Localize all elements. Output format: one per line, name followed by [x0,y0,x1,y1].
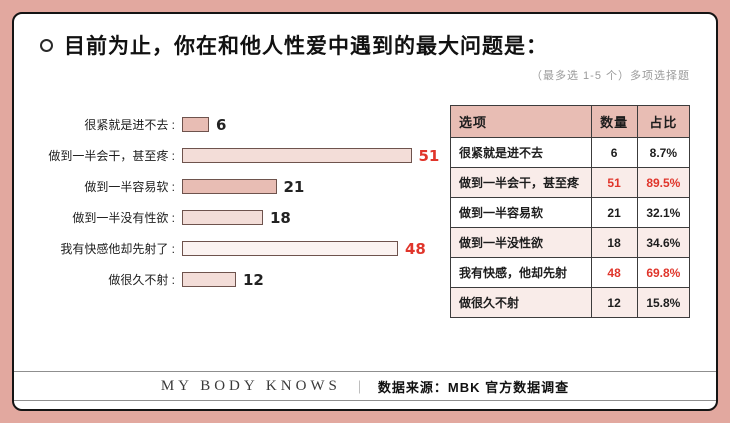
card: 目前为止，你在和他人性爱中遇到的最大问题是： （最多选 1-5 个）多项选择题 … [12,12,718,411]
table-percent-cell: 15.8% [636,287,691,318]
table-count-cell: 21 [590,197,638,228]
bar-track: 6 [182,116,450,134]
circle-bullet-icon [40,38,53,52]
chart-category-label: 很紧就是进不去 : [84,118,175,132]
chart-row: 做到一半没有性欲 : 18 [40,202,450,233]
table-header-cell: 数量 [590,105,638,138]
table-percent-cell: 34.6% [636,227,691,258]
table-header-cell: 选项 [450,105,592,138]
chart-category-label: 做到一半会干，甚至疼 : [48,149,175,163]
chart-bar [182,272,236,287]
chart-value-label: 21 [283,177,305,196]
chart-value-label: 48 [405,239,426,258]
chart-category-label: 我有快感他却先射了 : [60,242,175,256]
chart-bar [182,117,209,132]
table-percent-cell: 69.8% [636,257,691,288]
table-row: 做到一半没性欲 18 34.6% [450,227,691,258]
chart-bar [182,210,263,225]
table-count-cell: 48 [590,257,638,288]
table-count-cell: 12 [590,287,638,318]
footer-separator: ｜ [352,379,366,395]
table-percent-cell: 8.7% [636,137,691,168]
chart-row: 很紧就是进不去 : 6 [40,109,450,140]
table-option-cell: 做到一半没性欲 [450,227,592,258]
chart-value-label: 12 [243,270,264,289]
chart-value-label: 6 [216,115,227,134]
table-row: 做到一半会干，甚至疼 51 89.5% [450,167,691,198]
table-row: 做很久不射 12 15.8% [450,287,691,318]
bar-track: 48 [182,240,450,258]
subtitle: （最多选 1-5 个）多项选择题 [530,70,690,82]
table-header-row: 选项 数量 占比 [450,105,691,138]
table-count-cell: 51 [590,167,638,198]
chart-category-label: 做很久不射 : [108,273,175,287]
content: 很紧就是进不去 :6 做到一半会干，甚至疼 :51 做到一半容易软 :21 做到一半没… [40,105,691,318]
table-body: 很紧就是进不去 6 8.7% 做到一半会干，甚至疼 51 89.5% 做到一半容易软 21 32… [450,137,691,318]
bar-track: 51 [182,147,450,165]
table-head: 选项 数量 占比 [450,105,691,138]
header: 目前为止，你在和他人性爱中遇到的最大问题是： [40,30,690,60]
bar-chart: 很紧就是进不去 : 6 做到一半会干，甚至疼 : 51 做到一半容易软 : 21 做到一半没… [40,105,450,295]
bar-track: 12 [182,271,450,289]
table-row: 我有快感，他却先射 48 69.8% [450,257,691,288]
table-option-cell: 做很久不射 [450,287,592,318]
chart-category-label: 做到一半没有性欲 : [72,211,175,225]
stats-table: 选项 数量 占比 很紧就是进不去 6 8.7% 做到一半会干，甚至疼 51 89.5% 做到一半… [450,105,691,318]
footer: MY BODY KNOWS ｜ 数据来源：MBK 官方数据调查 [14,371,716,401]
table-option-cell: 很紧就是进不去 [450,137,592,168]
chart-value-label: 51 [418,146,440,165]
page-title: 目前为止，你在和他人性爱中遇到的最大问题是： [64,35,548,58]
table-percent-cell: 32.1% [636,197,691,228]
chart-bar [182,179,277,194]
chart-row: 我有快感他却先射了 : 48 [40,233,450,264]
chart-bar [182,148,412,163]
chart-row: 做到一半容易软 : 21 [40,171,450,202]
chart-category-label: 做到一半容易软 : [84,180,175,194]
chart-bar [182,241,398,256]
table-count-cell: 18 [590,227,638,258]
bar-track: 18 [182,209,450,227]
bar-track: 21 [182,178,450,196]
table-header-cell: 占比 [636,105,691,138]
table-percent-cell: 89.5% [636,167,691,198]
chart-row: 做很久不射 : 12 [40,264,450,295]
table-option-cell: 做到一半会干，甚至疼 [450,167,592,198]
table-option-cell: 我有快感，他却先射 [450,257,592,288]
brand-logo: MY BODY KNOWS [160,377,341,394]
table-row: 做到一半容易软 21 32.1% [450,197,691,228]
data-source-label: 数据来源：MBK 官方数据调查 [377,379,570,395]
table-row: 很紧就是进不去 6 8.7% [450,137,691,168]
chart-row: 做到一半会干，甚至疼 : 51 [40,140,450,171]
chart-value-label: 18 [270,208,291,227]
table-count-cell: 6 [590,137,638,168]
table-option-cell: 做到一半容易软 [450,197,592,228]
